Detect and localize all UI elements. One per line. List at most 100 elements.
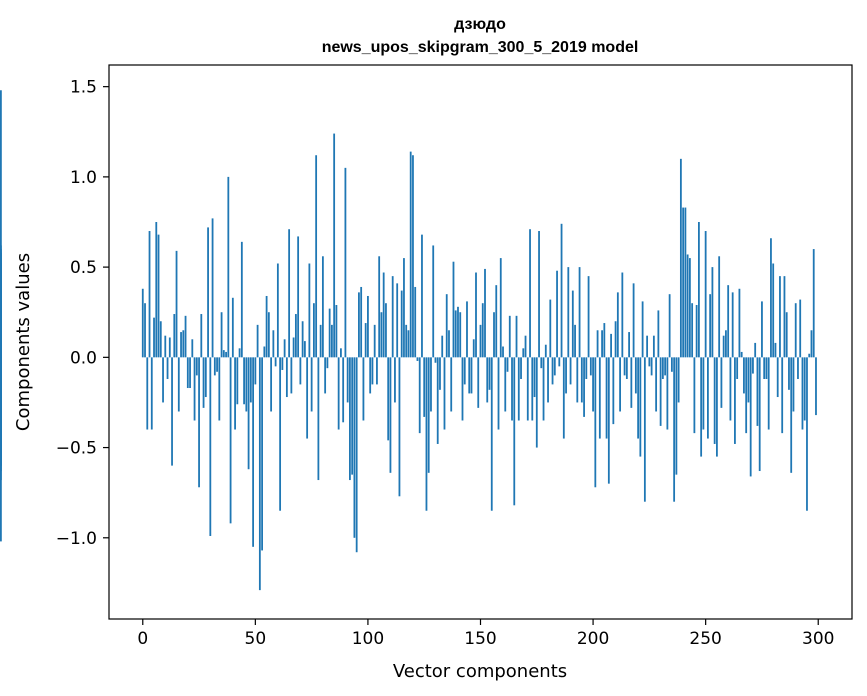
x-axis-ticks: 0 50 100 150 200 250 300 — [137, 619, 834, 649]
bar-217 — [630, 357, 633, 408]
bar-146 — [470, 357, 473, 394]
bar-82 — [326, 357, 329, 369]
bar-144 — [466, 301, 468, 358]
bar-1 — [144, 303, 146, 358]
bar-90 — [344, 167, 347, 358]
bar-182 — [551, 357, 554, 385]
bar-136 — [448, 330, 450, 358]
bar-277 — [765, 357, 768, 379]
bar-229 — [657, 310, 660, 358]
bar-5 — [153, 317, 155, 358]
bar-3 — [148, 231, 151, 358]
bar-189 — [567, 267, 570, 358]
bar-170 — [524, 335, 527, 358]
bar-129 — [432, 245, 435, 358]
bar-89 — [342, 357, 345, 423]
y-tick-label: −1.0 — [56, 529, 97, 549]
bar-248 — [700, 357, 703, 457]
bar-20 — [186, 357, 189, 389]
bar-163 — [508, 315, 511, 358]
bar-130 — [434, 357, 437, 363]
bar-64 — [285, 357, 288, 398]
bar-183 — [553, 357, 556, 376]
bar-65 — [288, 229, 291, 358]
bar-105 — [378, 256, 381, 358]
bar-8 — [159, 321, 162, 358]
bar-151 — [481, 303, 484, 358]
bar-237 — [675, 357, 678, 475]
bar-298 — [812, 249, 815, 358]
bar-121 — [414, 286, 417, 358]
bar-164 — [511, 357, 513, 421]
bar-299 — [815, 357, 817, 416]
bar-12 — [168, 337, 171, 358]
bar-32 — [213, 357, 216, 376]
bar-113 — [396, 283, 399, 358]
bar-204 — [601, 330, 603, 358]
bar-194 — [578, 267, 581, 358]
bar-162 — [506, 357, 509, 372]
bar-180 — [547, 357, 549, 403]
bar-23 — [193, 357, 196, 421]
bar-222 — [641, 301, 644, 358]
bar-118 — [407, 330, 410, 358]
bar-60 — [276, 263, 279, 358]
bar-198 — [587, 276, 590, 358]
bar-86 — [335, 305, 338, 358]
bar-264 — [736, 357, 739, 379]
bar-10 — [164, 335, 167, 358]
bar-138 — [452, 261, 455, 358]
bar-70 — [299, 357, 302, 385]
bar-172 — [529, 229, 531, 358]
bar-143 — [463, 357, 466, 385]
bar-108 — [385, 303, 387, 358]
bar-122 — [416, 357, 419, 361]
bar-57 — [270, 357, 273, 412]
bar-49 — [252, 357, 254, 547]
bar-79 — [319, 324, 322, 358]
bar-187 — [562, 357, 565, 439]
bar-34 — [218, 357, 221, 421]
bar-135 — [445, 294, 448, 358]
bar-211 — [616, 292, 619, 358]
bar-141 — [459, 312, 462, 358]
bar-41 — [234, 357, 236, 430]
bar-154 — [488, 357, 491, 390]
bar-230 — [659, 357, 662, 426]
bar-128 — [430, 357, 432, 412]
bar-140 — [457, 306, 459, 358]
bar-270 — [749, 357, 752, 477]
bar-245 — [693, 357, 696, 434]
bar-95 — [355, 357, 358, 553]
bar-101 — [369, 357, 372, 394]
bar-123 — [418, 357, 421, 434]
bar-295 — [806, 357, 808, 511]
bar-196 — [583, 357, 585, 417]
bar-127 — [427, 357, 430, 473]
bar-201 — [594, 357, 597, 488]
bar-275 — [761, 301, 763, 358]
bar-225 — [648, 357, 651, 367]
bar-282 — [776, 357, 779, 398]
bar-124 — [421, 234, 423, 358]
bar-33 — [216, 357, 218, 372]
bar-231 — [661, 357, 664, 379]
bar-126 — [425, 357, 428, 511]
bar-96 — [358, 292, 360, 358]
bar-84 — [331, 324, 333, 358]
x-tick-label: 300 — [802, 629, 834, 649]
bar-92 — [349, 357, 351, 481]
bar-156 — [493, 312, 495, 358]
bar-235 — [670, 357, 673, 372]
bar-193 — [576, 357, 579, 403]
bar-30 — [209, 357, 212, 536]
bar-142 — [461, 357, 464, 421]
bar-116 — [403, 258, 405, 358]
bar-67 — [292, 337, 295, 358]
bar-155 — [490, 357, 493, 511]
bar-257 — [720, 357, 723, 408]
bar-166 — [515, 315, 518, 358]
y-tick-label: 0.5 — [70, 258, 97, 278]
bar-244 — [691, 303, 694, 358]
bar-238 — [677, 357, 680, 403]
